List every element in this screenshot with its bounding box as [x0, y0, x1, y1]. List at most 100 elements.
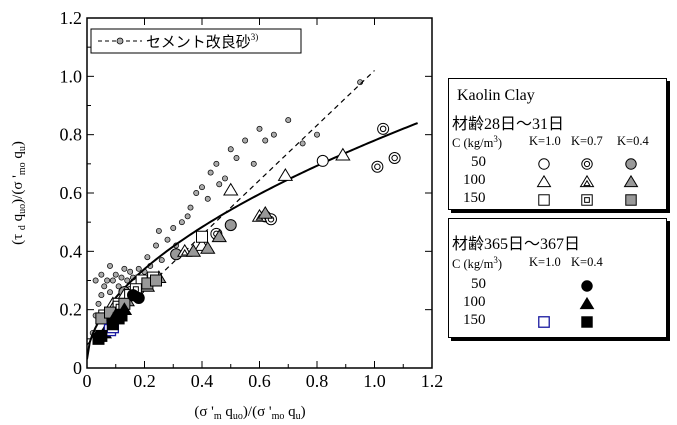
y-tick-label: 1.2: [60, 8, 83, 28]
reference-point: [285, 117, 292, 124]
marker-circle-gray: [224, 219, 237, 232]
marker-square-open: [538, 194, 550, 206]
legend-header-c: C (kg/m3): [452, 255, 502, 272]
fit-curve: [87, 122, 418, 360]
marker-circle-filled: [581, 280, 593, 292]
reference-point: [118, 274, 125, 281]
fit-lines: [87, 70, 418, 360]
reference-point: [124, 277, 131, 284]
reference-point: [250, 160, 257, 167]
reference-point: [98, 271, 105, 278]
reference-point: [92, 277, 99, 284]
legend-k-0.4: K=0.4: [617, 134, 649, 148]
reference-point: [213, 160, 220, 167]
reference-point: [95, 300, 102, 307]
inner-legend-marker: [116, 37, 124, 45]
reference-point: [262, 137, 269, 144]
reference-point: [98, 292, 105, 299]
reference-point: [153, 242, 159, 249]
marker-square-open: [196, 230, 208, 243]
y-tick-label: 0.6: [60, 183, 83, 203]
legend-k-0.4: K=0.4: [571, 255, 603, 269]
reference-point: [184, 213, 191, 220]
legend-subtitle-28: 材齢28日～31日: [452, 116, 565, 133]
marker-triangle-open: [277, 168, 294, 181]
x-tick-label: 0.6: [248, 371, 271, 391]
legend-row-50: 50: [471, 154, 486, 170]
reference-point: [155, 227, 162, 234]
x-tick-label: 0: [83, 371, 92, 391]
marker-triangle-gray: [257, 205, 273, 219]
reference-point: [127, 268, 134, 275]
axis-ticks: 0 0.2 0.4 0.6 0.8 1.0 1.2 0 0.2 0.4 0.6 0.8 1.0 1.2: [60, 8, 444, 391]
x-tick-label: 0.2: [133, 371, 156, 391]
marker-circle-double: [581, 158, 593, 170]
x-tick-label: 0.8: [306, 371, 329, 391]
reference-point: [204, 195, 211, 202]
reference-point: [187, 204, 194, 211]
marker-circle-gray: [625, 158, 637, 170]
reference-point: [107, 262, 113, 269]
y-tick-label: 0.8: [60, 125, 83, 145]
reference-point: [104, 277, 111, 284]
reference-point: [242, 137, 249, 144]
marker-triangle-filled: [579, 296, 595, 310]
legend-row-100: 100: [463, 172, 486, 188]
reference-point: [216, 181, 223, 188]
marker-circle-double: [377, 122, 390, 135]
reference-point: [199, 184, 205, 191]
reference-point: [121, 265, 128, 272]
legend-title: Kaolin Clay: [457, 87, 535, 104]
reference-point: [256, 125, 263, 132]
marker-circle-filled: [132, 292, 145, 304]
y-tick-label: 0.2: [60, 300, 83, 320]
marker-square-blue: [538, 316, 550, 328]
marker-circle-double: [371, 160, 384, 173]
legend-row-150: 150: [463, 312, 486, 328]
reference-point: [193, 190, 200, 196]
y-tick-label: 0: [73, 358, 82, 378]
marker-square-filled: [115, 309, 128, 322]
marker-triangle-double: [579, 174, 595, 188]
legend-365-markers: [538, 280, 595, 328]
inner-legend-label: セメント改良砂3): [146, 32, 258, 51]
reference-point: [227, 146, 234, 153]
y-tick-label: 0.4: [60, 241, 83, 261]
legend-365-day: 材齢365日～367日 C (kg/m3) K=1.0 K=0.4 50 100…: [448, 218, 667, 338]
legend-header-c: C (kg/m3): [452, 134, 502, 151]
reference-point: [207, 169, 214, 176]
legend-28-day: Kaolin Clay 材齢28日～31日 C (kg/m3) K=1.0 K=…: [448, 78, 667, 210]
marker-square-gray: [625, 194, 637, 206]
reference-point: [115, 283, 122, 290]
legend-k-0.7: K=0.7: [571, 134, 603, 148]
legend-row-50: 50: [471, 276, 486, 292]
marker-triangle-open: [223, 182, 239, 196]
reference-point: [170, 225, 177, 231]
data-points: [92, 122, 401, 345]
y-axis-label: (τ d quo)/(σ 'mo qu): [10, 141, 28, 245]
legend-row-100: 100: [463, 294, 486, 310]
marker-square-filled: [95, 329, 108, 342]
reference-point: [144, 254, 151, 261]
marker-triangle-gray: [211, 229, 227, 243]
marker-circle-open: [316, 154, 329, 167]
reference-point: [107, 289, 113, 296]
x-tick-label: 0.4: [191, 371, 214, 391]
x-tick-label: 1.0: [363, 371, 386, 391]
legend-row-150: 150: [463, 190, 486, 206]
marker-square-filled: [581, 316, 593, 328]
reference-point: [164, 236, 171, 243]
legend-k-1.0: K=1.0: [529, 134, 561, 148]
reference-point: [135, 265, 142, 272]
x-axis-label: (σ 'm quo)/(σ 'mo qu): [194, 404, 305, 422]
marker-square-gray: [150, 274, 162, 287]
marker-triangle-open: [335, 147, 351, 161]
reference-point: [222, 175, 228, 182]
reference-point: [270, 131, 277, 138]
reference-point: [233, 155, 240, 161]
reference-point: [178, 219, 185, 226]
reference-point: [158, 257, 165, 264]
marker-triangle-gray: [623, 174, 639, 188]
marker-triangle-gray: [185, 243, 202, 257]
